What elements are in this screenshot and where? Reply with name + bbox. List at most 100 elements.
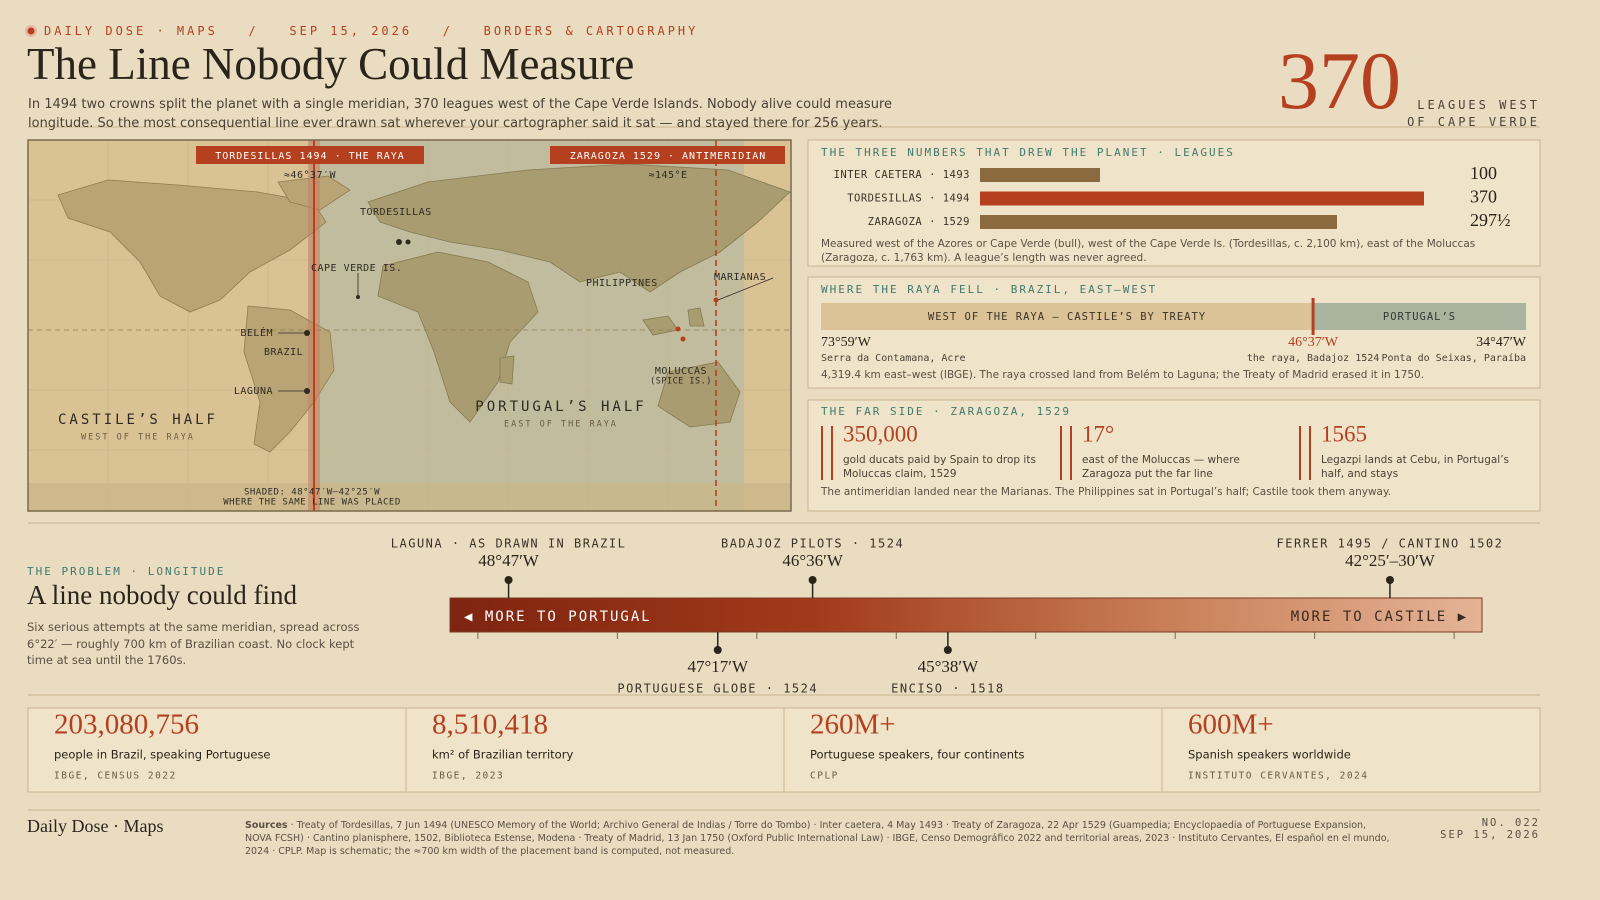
half-name: PORTUGAL’S HALF xyxy=(475,399,646,415)
title: The Line Nobody Could Measure xyxy=(27,39,635,89)
sources-text: · Treaty of Tordesillas, 7 Jun 1494 (UNE… xyxy=(245,820,1390,857)
segment-label: WEST OF THE RAYA — CASTILE’S BY TREATY xyxy=(928,311,1206,323)
placement-name: LAGUNA · AS DRAWN IN BRAZIL xyxy=(391,537,627,551)
value-label: 370 xyxy=(1470,187,1497,207)
value-label: 100 xyxy=(1470,163,1497,183)
panel-title: THE FAR SIDE · ZARAGOZA, 1529 xyxy=(821,405,1072,418)
place: the raya, Badajoz 1524 xyxy=(1247,353,1379,364)
note: The antimeridian landed near the Mariana… xyxy=(821,486,1392,498)
stat-value: 260M+ xyxy=(810,709,896,741)
map-label: ≈46°37′W xyxy=(284,170,337,181)
bar xyxy=(980,215,1337,229)
map-label: BELÉM xyxy=(240,326,273,339)
value-label: 297½ xyxy=(1470,210,1511,230)
place: Ponta do Seixas, Paraíba xyxy=(1382,352,1527,364)
category-label: ZARAGOZA · 1529 xyxy=(868,216,970,228)
rule-bar xyxy=(821,426,823,480)
category-label: TORDESILLAS · 1494 xyxy=(847,193,970,205)
problem-kicker: THE PROBLEM · LONGITUDE xyxy=(27,565,226,578)
placement-coord: 48°47′W xyxy=(478,551,540,570)
issue: NO. 022 SEP 15, 2026 xyxy=(1440,817,1540,841)
note: 4,319.4 km east–west (IBGE). The raya cr… xyxy=(821,369,1425,381)
half-sub: WEST OF THE RAYA xyxy=(81,433,195,443)
bar xyxy=(980,168,1100,182)
map-label: MOLUCCAS xyxy=(655,366,707,377)
panel xyxy=(807,276,1541,389)
placement-coord: 45°38′W xyxy=(918,657,980,676)
fact-value: 1565 xyxy=(1321,421,1367,446)
map-frame xyxy=(27,139,792,512)
pin xyxy=(1385,576,1394,584)
panel-title: WHERE THE RAYA FELL · BRAZIL, EAST–WEST xyxy=(821,283,1158,296)
east-segment xyxy=(1313,303,1526,330)
fact-value: 350,000 xyxy=(843,421,918,446)
category-label: INTER CAETERA · 1493 xyxy=(834,169,970,181)
problem-title: A line nobody could find xyxy=(27,580,297,610)
brand: Daily Dose · Maps xyxy=(27,816,164,836)
place: Serra da Contamana, Acre xyxy=(821,353,966,364)
sources-label: Sources xyxy=(245,820,288,831)
scale-right: MORE TO CASTILE ▶ xyxy=(1291,609,1468,625)
tag-label: TORDESILLAS 1494 · THE RAYA xyxy=(215,151,405,162)
issue-no: NO. 022 xyxy=(1481,817,1540,829)
map: TORDESILLAS 1494 · THE RAYA ZARAGOZA 1529… xyxy=(27,139,792,512)
fact-text: gold ducats paid by Spain to drop its Mo… xyxy=(843,454,1036,480)
fact-text: Legazpi lands at Cebu, in Portugal’s hal… xyxy=(1321,454,1510,480)
bar xyxy=(980,191,1424,206)
stat-label: Spanish speakers worldwide xyxy=(1188,748,1351,762)
placement-coord: 47°17′W xyxy=(687,657,749,676)
west-segment xyxy=(821,303,1314,330)
red-pins xyxy=(675,297,719,342)
line: LEAGUES WEST xyxy=(1417,98,1540,112)
tag-label: ZARAGOZA 1529 · ANTIMERIDIAN xyxy=(570,151,767,162)
problem-text: Six serious attempts at the same meridia… xyxy=(27,620,360,667)
map-label: TORDESILLAS xyxy=(360,207,432,218)
stat-source: CPLP xyxy=(810,771,839,782)
stat-value: 600M+ xyxy=(1188,709,1274,741)
map-label: (SPICE IS.) xyxy=(650,377,712,387)
rule-bar xyxy=(1299,426,1301,480)
half-sub: EAST OF THE RAYA xyxy=(504,420,618,430)
map-label: PHILIPPINES xyxy=(586,278,658,289)
stat-value: 203,080,756 xyxy=(54,709,199,741)
placement-coord: 46°36′W xyxy=(782,551,844,570)
placement-name: PORTUGUESE GLOBE · 1524 xyxy=(617,682,818,696)
placement-name: BADAJOZ PILOTS · 1524 xyxy=(721,537,904,551)
placement-name: FERRER 1495 / CANTINO 1502 xyxy=(1277,537,1504,551)
scale-bar xyxy=(449,597,1483,633)
map-label: MARIANAS xyxy=(714,272,766,283)
note: Measured west of the Azores or Cape Verd… xyxy=(821,238,1476,264)
fact-value: 17° xyxy=(1082,421,1114,446)
rule-bar xyxy=(1070,426,1072,480)
stat-source: INSTITUTO CERVANTES, 2024 xyxy=(1188,771,1369,782)
map-labels: TORDESILLAS 1494 · THE RAYA ZARAGOZA 1529… xyxy=(58,151,766,508)
placement-coord: 42°25′–30′W xyxy=(1345,551,1436,570)
map-label: WHERE THE SAME LINE WAS PLACED xyxy=(223,498,401,508)
half-name: CASTILE’S HALF xyxy=(58,412,218,428)
rule-bar xyxy=(831,426,833,480)
sources: Sources · Treaty of Tordesillas, 7 Jun 1… xyxy=(245,819,1395,858)
pin xyxy=(713,646,722,654)
band-strip xyxy=(28,483,791,511)
stat-label: people in Brazil, speaking Portuguese xyxy=(54,748,271,762)
stat-source: IBGE, CENSUS 2022 xyxy=(54,771,177,782)
stat-label: Portuguese speakers, four continents xyxy=(810,748,1025,762)
tag xyxy=(196,146,424,164)
dot xyxy=(27,27,35,35)
rule-bar xyxy=(1309,426,1311,480)
stat-value: 8,510,418 xyxy=(432,709,548,741)
coord: 46°37′W xyxy=(1288,335,1339,350)
panel-title: THE THREE NUMBERS THAT DREW THE PLANET ·… xyxy=(821,146,1235,159)
map-label: ≈145°E xyxy=(648,170,687,181)
placement-name: ENCISO · 1518 xyxy=(891,682,1004,696)
leaders xyxy=(278,273,774,392)
segment-label: PORTUGAL’S xyxy=(1383,311,1456,323)
scale-left: ◀ MORE TO PORTUGAL xyxy=(464,609,652,625)
dek: In 1494 two crowns split the planet with… xyxy=(28,97,893,131)
stat-source: IBGE, 2023 xyxy=(432,771,504,782)
kicker: DAILY DOSE · MAPS / SEP 15, 2026 / BORDE… xyxy=(44,24,699,38)
coord: 34°47′W xyxy=(1476,335,1527,350)
map-label: CAPE VERDE IS. xyxy=(311,263,402,274)
